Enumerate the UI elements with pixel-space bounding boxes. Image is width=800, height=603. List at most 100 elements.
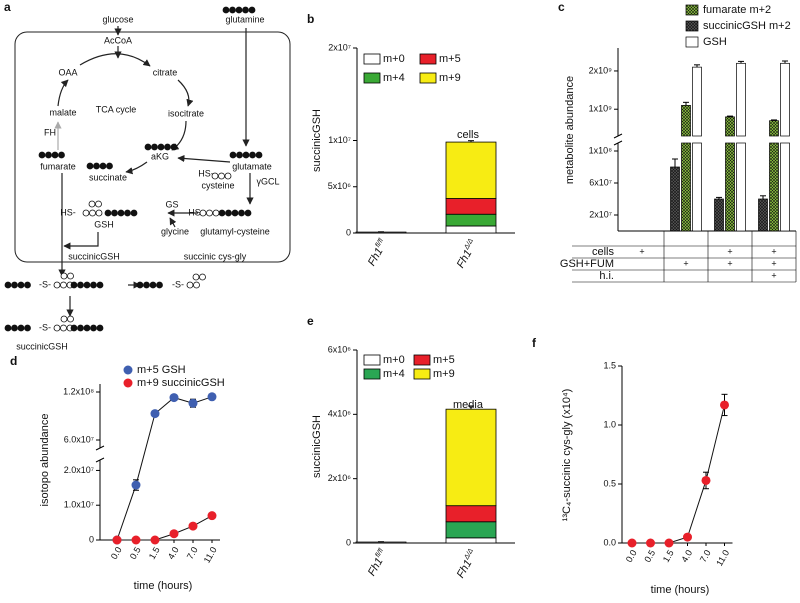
- y-tick-label: 6.0x10⁷: [64, 434, 94, 444]
- diagram-label: succinicGSH: [16, 341, 68, 351]
- category-name: Fh1: [366, 246, 386, 268]
- y-tick-label: 1.2x10⁸: [63, 386, 94, 396]
- condition-name: h.i.: [599, 270, 614, 282]
- atom: [60, 281, 67, 289]
- x-axis-label: time (hours): [134, 580, 193, 592]
- y-axis-label: isotopo abundance: [39, 414, 51, 507]
- legend-label: m+4: [383, 368, 405, 380]
- legend-swatch: [413, 368, 431, 380]
- diagram-label: TCA cycle: [96, 104, 137, 114]
- legend-label: m+5 GSH: [137, 364, 186, 376]
- atom: [24, 324, 31, 332]
- arrow: [63, 232, 99, 250]
- x-tick-label: 11.0: [202, 545, 219, 565]
- x-tick-label: 1.5: [661, 548, 676, 564]
- atom: [67, 272, 74, 280]
- x-axis-label: time (hours): [651, 584, 710, 596]
- bar-upper-part: [780, 62, 790, 137]
- legend-label: m+5: [439, 53, 461, 65]
- x-tick-label: Fh1fl/fl: [365, 237, 390, 268]
- legend-label: GSH: [703, 36, 727, 48]
- atom: [238, 209, 245, 217]
- diagram-label: HS-: [60, 207, 76, 217]
- condition-mark: +: [727, 246, 732, 256]
- y-tick-label: 1.5: [603, 360, 616, 370]
- marker: [188, 521, 198, 531]
- y-tick-label: 0: [346, 537, 351, 547]
- category-superscript: fl/fl: [375, 237, 386, 249]
- legend-swatch: [363, 53, 381, 65]
- atom: [17, 324, 25, 332]
- condition-mark: +: [639, 246, 644, 256]
- cell-box: [14, 31, 291, 263]
- bar: [670, 166, 680, 232]
- atom: [151, 143, 158, 151]
- condition-mark: +: [771, 258, 776, 268]
- legend-label: m+4: [383, 72, 405, 84]
- panel-letter: a: [4, 0, 11, 14]
- legend-swatch: [419, 72, 437, 84]
- marker: [720, 400, 729, 410]
- bar-segment: [445, 225, 497, 234]
- bar-lower-part: [780, 142, 790, 232]
- atom: [38, 151, 46, 159]
- marker: [150, 535, 160, 545]
- diagram-label: aKG: [151, 151, 169, 161]
- atom: [244, 209, 252, 217]
- condition-mark: +: [771, 246, 776, 256]
- arrow: [57, 79, 69, 107]
- atom: [95, 209, 103, 217]
- atom: [144, 143, 152, 151]
- legend-marker: [123, 378, 133, 388]
- diagram-label: glutamyl-cysteine: [200, 226, 270, 236]
- axis-break: [95, 457, 105, 463]
- x-tick-label: 0.5: [642, 548, 657, 564]
- atom: [60, 315, 68, 323]
- atom: [212, 209, 220, 217]
- atom: [53, 281, 61, 289]
- atom: [24, 281, 31, 289]
- legend-swatch: [363, 368, 381, 380]
- diagram-label: HS-: [198, 168, 214, 178]
- condition-name: cells: [592, 246, 615, 258]
- diagram-label: glucose: [102, 14, 133, 24]
- atom: [77, 324, 84, 332]
- atom: [225, 209, 232, 217]
- legend-label: m+9: [439, 72, 461, 84]
- atom: [53, 324, 61, 332]
- arrow: [79, 53, 151, 67]
- legend-label: m+9 succinicGSH: [137, 377, 225, 389]
- diagram-label: glutamate: [232, 161, 272, 171]
- bar-lower-part: [769, 142, 779, 232]
- x-tick-label: 0.0: [624, 548, 639, 564]
- y-tick-label: 1x10⁸: [589, 145, 613, 155]
- atom: [218, 172, 225, 180]
- atom: [242, 151, 250, 159]
- y-tick-label: 4x10⁶: [328, 409, 352, 419]
- atom: [199, 273, 206, 281]
- y-tick-label: 2.0x10⁷: [64, 465, 94, 475]
- y-tick-label: 1x10⁷: [328, 135, 351, 145]
- diagram-label: OAA: [58, 67, 77, 77]
- atom: [149, 281, 157, 289]
- atom: [229, 151, 237, 159]
- atom: [17, 281, 25, 289]
- category-name: Fh1: [455, 558, 475, 580]
- legend-label: m+9: [433, 368, 455, 380]
- panel-letter: b: [307, 12, 314, 26]
- atom: [99, 162, 107, 170]
- atom: [249, 151, 256, 159]
- atom: [229, 6, 236, 14]
- atom: [106, 162, 113, 170]
- atom: [89, 209, 96, 217]
- axis-break: [613, 140, 623, 146]
- legend-label: m+0: [383, 354, 405, 366]
- diagram-label: malate: [49, 107, 76, 117]
- legend-label: succinicGSH m+2: [703, 20, 791, 32]
- atom: [4, 324, 12, 332]
- marker: [207, 511, 217, 521]
- y-tick-label: 0.5: [603, 478, 616, 488]
- atom: [60, 272, 68, 280]
- annotation: cells: [457, 129, 480, 141]
- bar-segment: [445, 213, 497, 227]
